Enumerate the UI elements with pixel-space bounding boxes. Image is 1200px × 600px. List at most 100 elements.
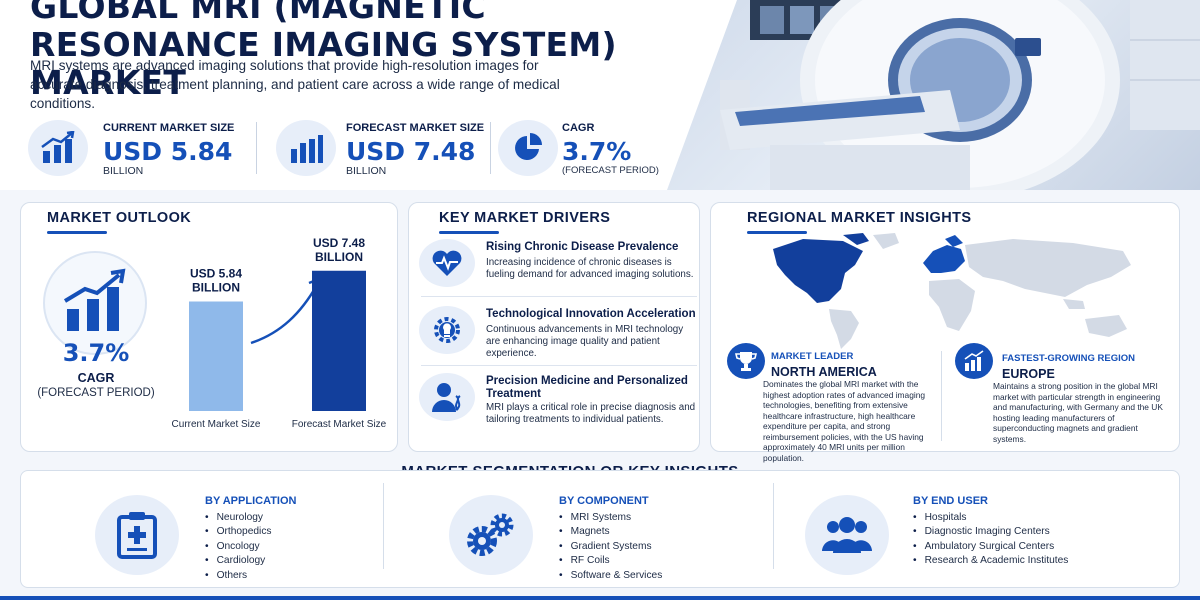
innovation-gear-icon <box>419 306 475 354</box>
list-item: Others <box>205 569 272 583</box>
chart-data-label: BILLION <box>192 281 240 295</box>
user-group-icon <box>805 495 889 575</box>
list-item: Research & Academic Institutes <box>913 554 1069 568</box>
kpi-sub: BILLION <box>346 165 387 177</box>
kpi-current-market-size: CURRENT MARKET SIZE USD 5.84 BILLION <box>28 118 248 182</box>
list-item: Software & Services <box>559 569 663 583</box>
clipboard-medical-icon <box>95 495 179 575</box>
kpi-value: 3.7% <box>562 137 632 166</box>
market-outlook-title: MARKET OUTLOOK <box>47 210 192 226</box>
chart-bar <box>189 301 243 411</box>
kpi-value: USD 5.84 <box>103 137 233 166</box>
page-title: GLOBAL MRI (MAGNETIC RESONANCE IMAGING S… <box>30 0 617 102</box>
list-item: Magnets <box>559 525 662 539</box>
pie-chart-icon <box>498 120 558 176</box>
europe-shape <box>923 245 965 273</box>
footer-bar <box>0 596 1200 600</box>
divider <box>941 351 942 441</box>
driver-title: Precision Medicine and Personalized Trea… <box>486 375 688 400</box>
kpi-value: USD 7.48 <box>346 137 476 166</box>
growth-chart-icon <box>43 251 147 355</box>
segment-list: MRI Systems Magnets Gradient Systems RF … <box>559 511 663 583</box>
list-item: Neurology <box>205 511 272 525</box>
driver-text: Increasing incidence of chronic diseases… <box>486 257 694 280</box>
divider <box>773 483 774 569</box>
segment-list: Neurology Orthopedics Oncology Cardiolog… <box>205 511 272 583</box>
growth-arrow <box>250 284 319 345</box>
trophy-icon <box>727 343 765 379</box>
segment-heading: BY APPLICATION <box>205 495 297 507</box>
driver-text: Continuous advancements in MRI technolog… <box>486 324 684 359</box>
world-map <box>733 231 1173 351</box>
title-underline <box>47 231 107 234</box>
title-underline <box>439 231 499 234</box>
chart-data-label: USD 7.48 <box>313 236 365 250</box>
segment-by-component: BY COMPONENT MRI Systems Magnets Gradien… <box>449 491 769 591</box>
chart-data-label: BILLION <box>315 250 363 264</box>
north-america-shape <box>773 239 863 303</box>
market-leader-tag: MARKET LEADER <box>771 351 854 362</box>
segment-heading: BY COMPONENT <box>559 495 649 507</box>
mri-scanner-image <box>660 0 1200 190</box>
key-drivers-panel: KEY MARKET DRIVERS Rising Chronic Diseas… <box>408 202 700 452</box>
kpi-cagr: CAGR 3.7% (FORECAST PERIOD) <box>498 118 668 182</box>
divider <box>383 483 384 569</box>
regional-insights-panel: REGIONAL MARKET INSIGHTS <box>710 202 1180 463</box>
kpi-divider <box>256 122 257 174</box>
list-item: Oncology <box>205 540 272 554</box>
asia-shape <box>965 239 1131 297</box>
kpi-label: CURRENT MARKET SIZE <box>103 122 235 134</box>
segment-heading: BY END USER <box>913 495 988 507</box>
driver-title: Rising Chronic Disease Prevalence <box>486 241 679 253</box>
list-item: Gradient Systems <box>559 540 662 554</box>
list-item: Orthopedics <box>205 525 272 539</box>
kpi-label: CAGR <box>562 122 595 134</box>
chart-category-label: Forecast Market Size <box>292 419 387 430</box>
driver-item: Technological Innovation Acceleration Co… <box>419 306 697 368</box>
kpi-divider <box>490 122 491 174</box>
divider <box>421 296 697 297</box>
divider <box>421 365 697 366</box>
intro-text: MRI systems are advanced imaging solutio… <box>30 58 560 111</box>
list-item: Cardiology <box>205 554 272 568</box>
fastest-growing-name: EUROPE <box>1002 367 1055 381</box>
list-item: Diagnostic Imaging Centers <box>913 525 1068 539</box>
kpi-forecast-market-size: FORECAST MARKET SIZE USD 7.48 BILLION <box>276 118 506 182</box>
patient-dna-icon <box>419 373 475 421</box>
regional-insights-title: REGIONAL MARKET INSIGHTS <box>747 210 972 226</box>
segmentation-panel: BY APPLICATION Neurology Orthopedics Onc… <box>20 470 1180 588</box>
segment-by-end-user: BY END USER Hospitals Diagnostic Imaging… <box>805 491 1145 591</box>
segment-list: Hospitals Diagnostic Imaging Centers Amb… <box>913 511 1069 569</box>
market-leader-text: Dominates the global MRI market with the… <box>763 379 926 463</box>
fastest-growing-tag: FASTEST-GROWING REGION <box>1002 353 1136 364</box>
driver-item: Precision Medicine and Personalized Trea… <box>419 373 697 435</box>
chart-bar <box>312 270 366 411</box>
south-america-shape <box>829 309 859 349</box>
driver-title: Technological Innovation Acceleration <box>486 308 696 320</box>
gears-icon <box>449 495 533 575</box>
cagr-value: 3.7% <box>62 339 130 367</box>
key-drivers-title: KEY MARKET DRIVERS <box>439 210 611 226</box>
bar-chart-icon <box>276 120 336 176</box>
chart-category-label: Current Market Size <box>172 419 261 430</box>
header: GLOBAL MRI (MAGNETIC RESONANCE IMAGING S… <box>0 0 1200 190</box>
kpi-row: CURRENT MARKET SIZE USD 5.84 BILLION FOR… <box>28 118 668 182</box>
growth-chart-icon <box>955 343 993 379</box>
australia-shape <box>1085 315 1127 337</box>
driver-item: Rising Chronic Disease Prevalence Increa… <box>419 239 697 301</box>
list-item: MRI Systems <box>559 511 662 525</box>
market-leader-name: NORTH AMERICA <box>771 365 877 379</box>
heart-pulse-icon <box>419 239 475 287</box>
segment-by-application: BY APPLICATION Neurology Orthopedics Onc… <box>95 491 395 591</box>
kpi-sub: (FORECAST PERIOD) <box>562 165 659 176</box>
list-item: Ambulatory Surgical Centers <box>913 540 1068 554</box>
africa-shape <box>929 279 975 331</box>
cagr-label: CAGR <box>77 371 115 385</box>
kpi-sub: BILLION <box>103 165 144 177</box>
kpi-label: FORECAST MARKET SIZE <box>346 122 485 134</box>
chart-data-label: USD 5.84 <box>190 267 242 281</box>
list-item: Hospitals <box>913 511 1068 525</box>
list-item: RF Coils <box>559 554 662 568</box>
cagr-period: (FORECAST PERIOD) <box>37 387 155 399</box>
